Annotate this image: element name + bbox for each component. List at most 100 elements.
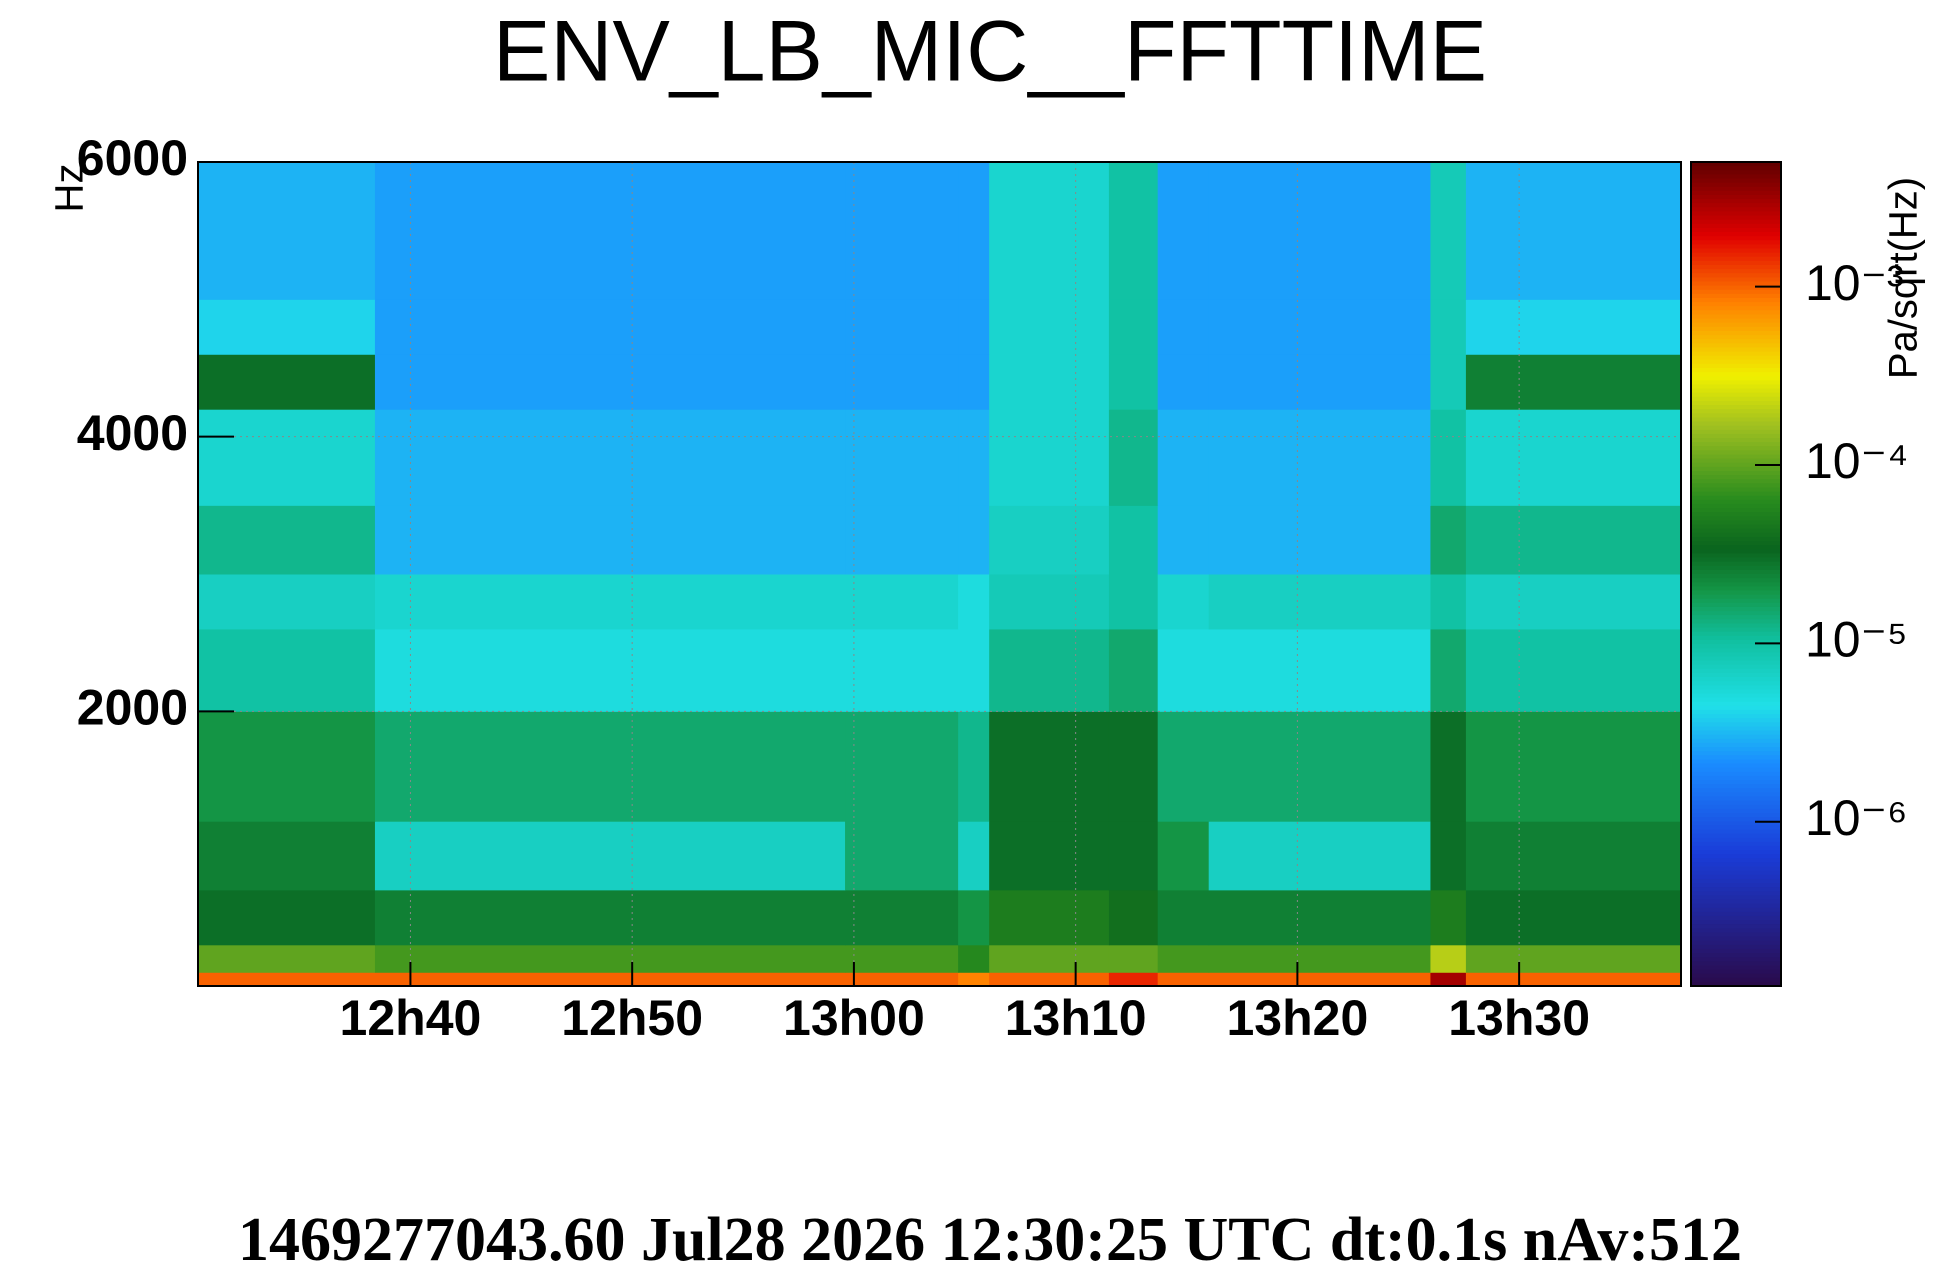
heatmap-cell	[1108, 409, 1159, 506]
colorbar-swatch	[1691, 442, 1781, 447]
colorbar-swatch	[1691, 804, 1781, 810]
colorbar-swatch	[1691, 170, 1781, 175]
colorbar-swatch	[1691, 961, 1781, 966]
heatmap-cell	[989, 409, 1110, 506]
heatmap-cell	[845, 409, 959, 506]
colorbar-swatch	[1691, 429, 1781, 435]
colorbar-swatch	[1691, 734, 1781, 740]
heatmap-cell	[1208, 162, 1431, 300]
colorbar-swatch	[1691, 557, 1781, 563]
colorbar-swatch	[1691, 433, 1781, 439]
heatmap-cell	[1465, 889, 1682, 946]
heatmap-cell	[198, 944, 376, 973]
colorbar-swatch	[1691, 730, 1781, 736]
colorbar-swatch	[1691, 462, 1781, 468]
colorbar-swatch	[1691, 277, 1781, 283]
colorbar-swatch	[1691, 454, 1781, 460]
colorbar-swatch	[1691, 339, 1781, 344]
colorbar-swatch	[1691, 969, 1781, 975]
colorbar-swatch	[1691, 644, 1781, 649]
colorbar-swatch	[1691, 376, 1781, 381]
colorbar-swatch	[1691, 681, 1781, 686]
colorbar-swatch	[1691, 755, 1781, 760]
heatmap-cell	[989, 944, 1110, 973]
colorbar-swatch	[1691, 726, 1781, 732]
colorbar-swatch	[1691, 714, 1781, 719]
heatmap-cell	[1157, 162, 1210, 300]
heatmap-cell	[1430, 574, 1467, 630]
heatmap-cell	[989, 628, 1110, 712]
colorbar-swatch	[1691, 306, 1781, 311]
colorbar-swatch	[1691, 508, 1781, 513]
colorbar-swatch	[1691, 677, 1781, 682]
colorbar-swatch	[1691, 635, 1781, 641]
colorbar-swatch	[1691, 611, 1781, 616]
heatmap-cell	[198, 505, 376, 575]
colorbar-swatch	[1691, 405, 1781, 410]
plot-frame	[197, 161, 1682, 987]
colorbar-swatch	[1691, 784, 1781, 789]
heatmap-cell	[1157, 409, 1210, 506]
heatmap-cell	[845, 574, 959, 630]
heatmap-cell	[989, 821, 1110, 891]
colorbar-swatch	[1691, 330, 1781, 336]
colorbar-swatch	[1691, 940, 1781, 946]
colorbar-swatch	[1691, 606, 1781, 612]
colorbar-swatch	[1691, 194, 1781, 200]
colorbar-swatch	[1691, 627, 1781, 633]
heatmap-cell	[1430, 889, 1467, 946]
colorbar-swatch	[1691, 936, 1781, 942]
colorbar-swatch	[1691, 932, 1781, 938]
heatmap-cell	[1465, 409, 1682, 506]
colorbar-swatch	[1691, 265, 1781, 270]
colorbar-swatch	[1691, 615, 1781, 620]
heatmap-cell	[1108, 628, 1159, 712]
heatmap-cell	[989, 505, 1110, 575]
heatmap-cell	[958, 162, 990, 300]
colorbar-swatch	[1691, 351, 1781, 357]
heatmap-cell	[958, 409, 990, 506]
heatmap-cell	[374, 354, 846, 410]
colorbar-tick-label: 10⁻⁵	[1805, 612, 1908, 668]
heatmap-cell	[1157, 354, 1210, 410]
heatmap-cell	[1157, 972, 1210, 987]
colorbar-swatch	[1691, 471, 1781, 476]
colorbar-swatch	[1691, 697, 1781, 703]
heatmap-cell	[989, 354, 1110, 410]
colorbar-swatch	[1691, 911, 1781, 917]
heatmap-cell	[958, 299, 990, 355]
colorbar-swatch	[1691, 297, 1781, 303]
heatmap-cell	[1157, 889, 1210, 946]
heatmap-cell	[845, 889, 959, 946]
heatmap-cell	[374, 162, 846, 300]
colorbar-swatch	[1691, 400, 1781, 406]
colorbar-swatch	[1691, 380, 1781, 386]
colorbar-swatch	[1691, 438, 1781, 443]
heatmap-cell	[374, 821, 846, 891]
colorbar-swatch	[1691, 664, 1781, 670]
colorbar-swatch	[1691, 639, 1781, 645]
colorbar-swatch	[1691, 808, 1781, 814]
heatmap-cell	[198, 354, 376, 410]
colorbar-label: Pa/sqrt(Hz)	[1882, 177, 1926, 379]
heatmap-cell	[958, 821, 990, 891]
heatmap-cell	[1430, 409, 1467, 506]
colorbar-swatch	[1691, 742, 1781, 748]
colorbar-swatch	[1691, 553, 1781, 559]
colorbar-swatch	[1691, 388, 1781, 394]
colorbar-swatch	[1691, 920, 1781, 925]
colorbar-swatch	[1691, 944, 1781, 950]
heatmap-cell	[1430, 944, 1467, 973]
colorbar-swatch	[1691, 759, 1781, 765]
colorbar-swatch	[1691, 812, 1781, 818]
footer: 1469277043.60 Jul28 2026 12:30:25 UTC dt…	[238, 1206, 1742, 1274]
colorbar-swatch	[1691, 347, 1781, 353]
colorbar-swatch	[1691, 244, 1781, 250]
heatmap-cell	[1465, 505, 1682, 575]
heatmap-cell	[989, 972, 1110, 987]
colorbar-swatch	[1691, 343, 1781, 348]
heatmap-cell	[1465, 821, 1682, 891]
heatmap-cell	[198, 628, 376, 712]
colorbar-tick-label: 10⁻³	[1805, 255, 1904, 311]
heatmap-cell	[958, 944, 990, 973]
